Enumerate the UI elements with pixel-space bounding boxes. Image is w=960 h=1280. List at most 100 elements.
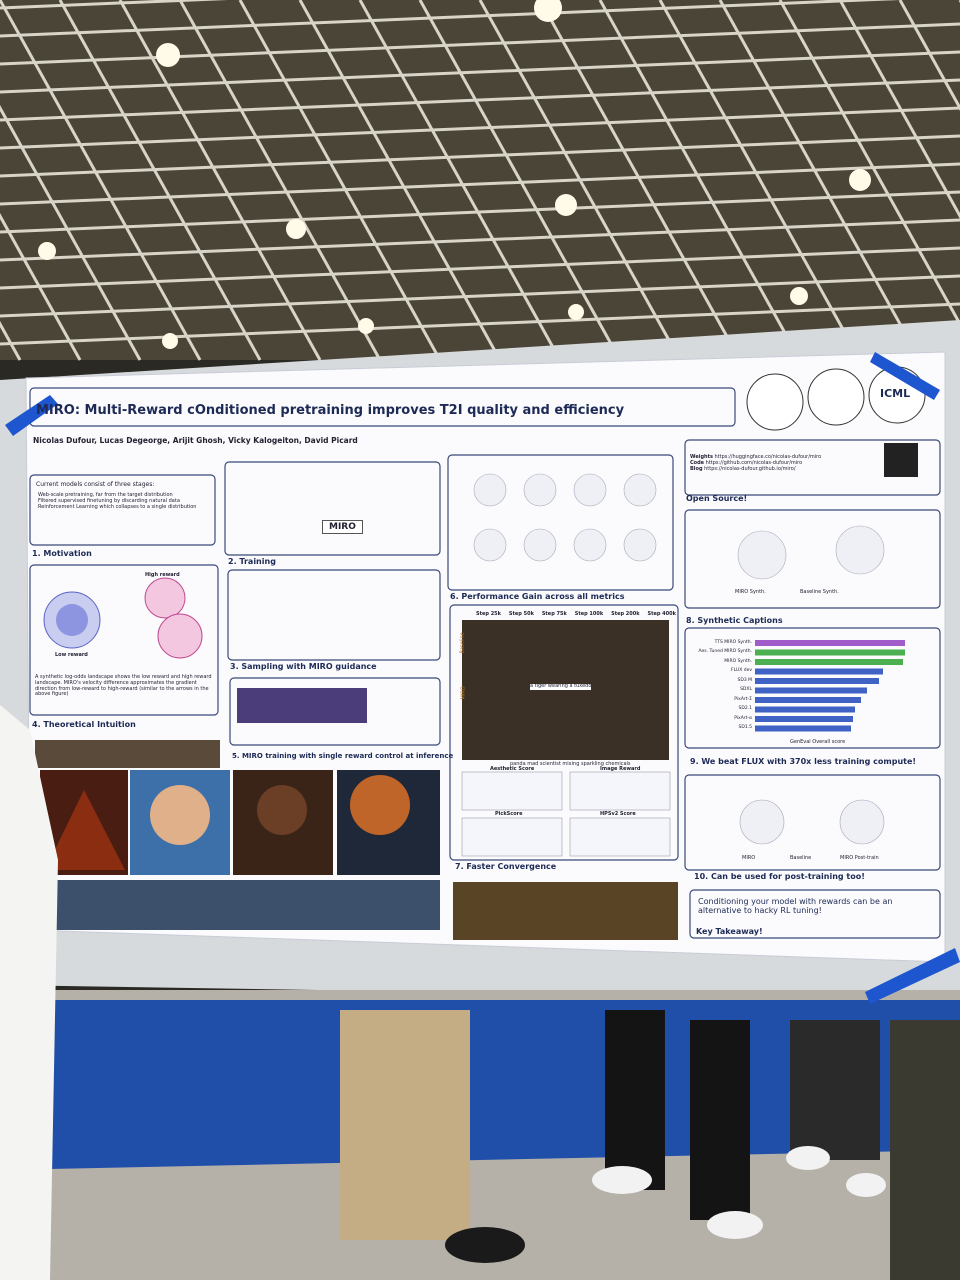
step-label: Step 100k [574, 611, 604, 617]
people [0, 705, 960, 1280]
plot-title: Aesthetic Score [490, 766, 535, 772]
section-heading: 2. Training [228, 557, 276, 566]
link-label: Code [690, 459, 705, 466]
ceiling-beam [118, 0, 322, 361]
intro: Current models consist of three stages: [36, 481, 155, 488]
stage-item: Filtered supervised finetuning by discar… [38, 497, 180, 504]
plot-title: Image Reward [600, 766, 641, 772]
links: Weights https://huggingface.co/nicolas-d… [690, 454, 822, 472]
ceiling-beam [0, 302, 960, 346]
ceiling-beam [0, 162, 960, 206]
legend-entry: MIRO Post-train [840, 855, 879, 861]
ceiling-beam [838, 0, 960, 220]
tape [5, 352, 960, 1004]
legend-entry: MIRO [742, 855, 756, 861]
section-heading: 3. Sampling with MIRO guidance [230, 662, 377, 671]
bar-label: PixArt-α [734, 715, 752, 721]
section-heading: Key Takeaway! [696, 927, 763, 936]
panels [29, 387, 941, 939]
section-heading: 5. MIRO training with single reward cont… [232, 752, 454, 760]
ceiling-beam [0, 0, 901, 38]
prompt: a tiger wearing a tuxedo [530, 683, 592, 690]
theory-figure [43, 577, 203, 659]
ceiling-beam [0, 78, 960, 122]
authors: Nicolas Dufour, Lucas Degeorge, Arijit G… [33, 436, 358, 445]
ceiling-lights [38, 0, 871, 349]
bar [755, 678, 879, 684]
link-label: Blog [690, 465, 703, 472]
label: Low reward [55, 652, 88, 658]
link-row: Weights https://huggingface.co/nicolas-d… [690, 454, 822, 461]
stage-item: Web-scale pretraining, far from the targ… [38, 492, 173, 498]
section-heading: 9. We beat FLUX with 370x less training … [690, 757, 917, 766]
ceiling-beam [0, 106, 960, 150]
bar-label: SD1.5 [738, 725, 752, 730]
ceiling-beam [178, 0, 382, 361]
section-heading: 10. Can be used for post-training too! [694, 872, 865, 881]
section-heading: 7. Faster Convergence [455, 862, 557, 871]
ceiling-beam [898, 0, 960, 112]
row-label: MIRO [460, 686, 467, 700]
bar [755, 706, 855, 713]
ceiling-beam [778, 0, 960, 328]
stage-item: Reinforcement Learning which collapses t… [38, 503, 197, 510]
step-label: Step 75k [541, 611, 567, 617]
convergence-plots [461, 771, 671, 857]
ceiling-beam [0, 50, 960, 94]
ceiling-beam [0, 246, 960, 290]
bar-label: PixArt-Σ [734, 696, 752, 702]
poster-title: MIRO: Multi-Reward cOnditioned pretraini… [36, 403, 625, 418]
stage-list: Web-scale pretraining, far from the targ… [38, 492, 213, 510]
ceiling-beam [0, 218, 960, 262]
link-url: https://nicolas-dufour.github.io/miro/ [704, 465, 796, 472]
axis-label: GenEval Overall score [790, 739, 846, 745]
prompt: panda mad scientist mixing sparkling che… [510, 761, 631, 767]
step-label: Step 200k [611, 611, 640, 617]
bar [755, 697, 861, 703]
bar-label: MIRO Synth. [724, 658, 752, 664]
legend-entry: Baseline [790, 855, 812, 861]
ceiling-beam [598, 0, 802, 361]
section-heading: 4. Theoretical Intuition [32, 720, 136, 729]
ceiling-beam [0, 104, 142, 361]
legend-entry: MIRO Synth. [735, 589, 766, 595]
bar [755, 716, 853, 722]
ceiling-beam [0, 0, 229, 10]
ceiling-beam [418, 0, 622, 361]
label: High reward [145, 572, 180, 578]
takeaway-text: Conditioning your model with rewards can… [698, 897, 893, 916]
bar-label: FLUX dev [731, 668, 752, 673]
bar [755, 640, 905, 646]
step-label: Step 50k [508, 611, 534, 617]
step-label: Step 25k [476, 611, 501, 617]
ceiling-beam [0, 274, 960, 318]
ceiling-beam [658, 0, 862, 361]
bar-label: Aes. Tuned MIRO Synth. [698, 649, 752, 654]
link-url: https://huggingface.co/nicolas-dufour/mi… [714, 454, 822, 460]
bar-label: SD2.1 [738, 706, 752, 711]
bar [755, 659, 903, 665]
bar [755, 687, 867, 694]
geneval-chart [755, 640, 905, 732]
link-url: https://github.com/nicolas-dufour/miro [705, 459, 803, 466]
ceiling-beam [358, 0, 562, 361]
ceiling-beam [0, 190, 960, 234]
ceiling-beam [298, 0, 502, 361]
section-heading: Open Source! [686, 494, 748, 503]
bar-label: TTS MIRO Synth. [714, 639, 752, 645]
bar [755, 668, 883, 675]
theory-text: A synthetic log-odds landscape shows the… [35, 674, 212, 698]
ceiling-beam [0, 0, 202, 361]
section-heading: 8. Synthetic Captions [686, 616, 783, 625]
bar [755, 649, 905, 656]
step-labels: Step 25k Step 50k Step 75k Step 100k Step 20… [476, 611, 676, 618]
bar-label: SDXL [740, 687, 752, 692]
ceiling-beam [538, 0, 742, 361]
ceiling-beam [0, 212, 82, 361]
row-label: Baseline [459, 632, 466, 654]
ceiling-beam [0, 134, 960, 178]
plot-title: PickScore [495, 811, 523, 817]
plot-title: HPSv2 Score [600, 811, 636, 817]
